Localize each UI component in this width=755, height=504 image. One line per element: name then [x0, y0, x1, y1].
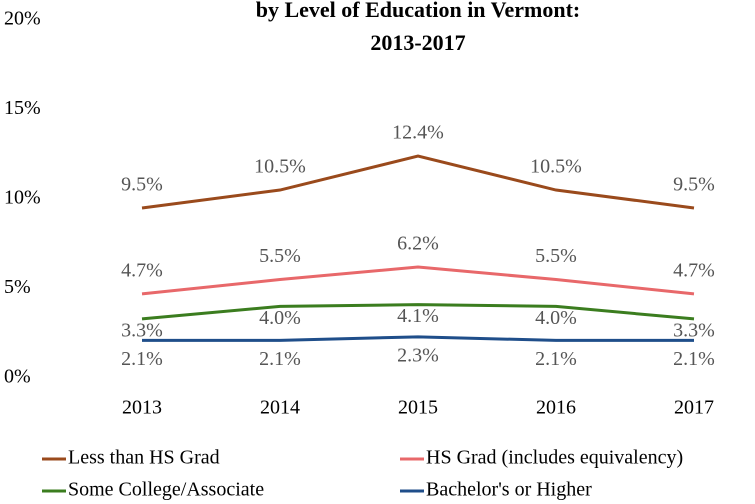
data-label: 10.5%: [530, 156, 582, 178]
data-label: 2.1%: [259, 348, 301, 370]
data-label: 9.5%: [121, 174, 163, 196]
data-label: 4.0%: [535, 307, 577, 329]
data-label: 6.2%: [397, 233, 439, 255]
data-label: 9.5%: [673, 174, 715, 196]
legend-label: Less than HS Grad: [68, 447, 220, 469]
y-tick-label: 5%: [4, 276, 31, 298]
y-tick-label: 10%: [4, 187, 41, 209]
data-label: 5.5%: [535, 245, 577, 267]
data-label: 2.3%: [397, 344, 439, 366]
x-tick-label: 2016: [536, 397, 576, 419]
data-label: 3.3%: [121, 320, 163, 342]
legend-label: Some College/Associate: [68, 479, 264, 501]
x-tick-label: 2015: [398, 397, 438, 419]
x-tick-label: 2017: [674, 397, 714, 419]
chart-title: by Level of Education in Vermont:: [256, 0, 581, 22]
data-label: 2.1%: [673, 348, 715, 370]
series-line: [141, 154, 695, 210]
x-tick-label: 2014: [260, 397, 300, 419]
y-tick-label: 15%: [4, 97, 41, 119]
chart-title: 2013-2017: [370, 30, 465, 55]
series-line: [142, 335, 694, 342]
data-label: 2.1%: [121, 348, 163, 370]
legend-label: Bachelor's or Higher: [426, 479, 592, 501]
series-line: [141, 303, 695, 321]
data-label: 2.1%: [535, 348, 577, 370]
data-label: 4.7%: [673, 259, 715, 281]
data-label: 4.1%: [397, 305, 439, 327]
data-label: 5.5%: [259, 245, 301, 267]
data-label: 3.3%: [673, 320, 715, 342]
legend-label: HS Grad (includes equivalency): [426, 447, 683, 469]
y-tick-label: 20%: [4, 8, 41, 30]
data-label: 12.4%: [392, 122, 444, 144]
series-line: [141, 265, 695, 296]
data-label: 4.7%: [121, 259, 163, 281]
data-label: 4.0%: [259, 307, 301, 329]
y-tick-label: 0%: [4, 366, 31, 388]
data-label: 10.5%: [254, 156, 306, 178]
x-tick-label: 2013: [122, 397, 162, 419]
